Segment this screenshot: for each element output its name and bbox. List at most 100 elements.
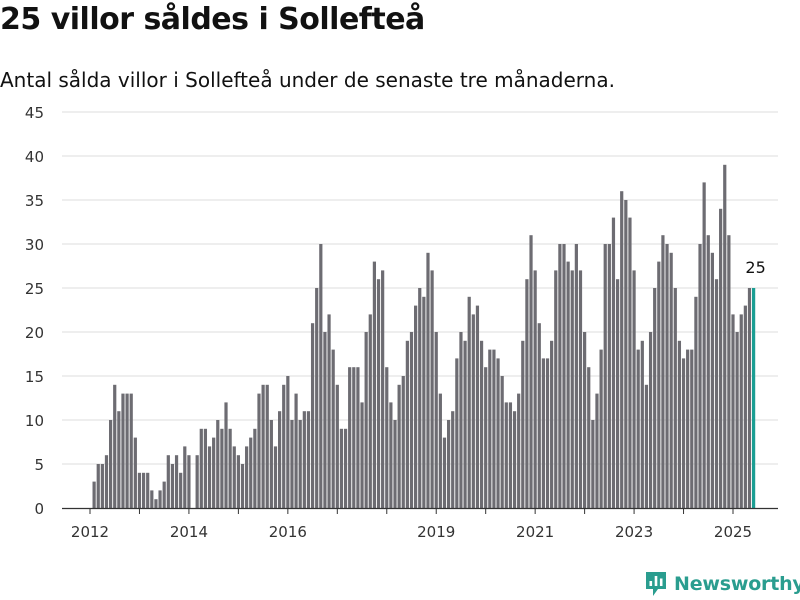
bar — [615, 279, 620, 508]
bar — [723, 164, 727, 509]
bar — [170, 464, 175, 508]
bar — [158, 490, 162, 508]
x-tick-label: 2021 — [516, 523, 554, 541]
bar — [306, 411, 311, 508]
bar — [533, 270, 537, 508]
bar — [574, 244, 578, 508]
bar — [401, 376, 405, 508]
bar — [310, 323, 315, 508]
bar — [166, 455, 170, 508]
y-tick-label: 40 — [25, 148, 44, 166]
bar — [727, 235, 731, 508]
bar — [562, 244, 566, 508]
x-axis — [62, 507, 778, 514]
bar — [690, 349, 694, 508]
bar — [673, 288, 677, 508]
bar — [451, 411, 455, 508]
bar — [282, 384, 286, 508]
bar — [603, 244, 607, 508]
bar — [376, 279, 381, 508]
x-tick-label: 2016 — [269, 523, 307, 541]
brand-name: Newsworthy — [674, 573, 800, 595]
bar — [537, 323, 541, 508]
bar — [628, 217, 632, 508]
bar — [397, 384, 401, 508]
bar — [265, 384, 269, 508]
bar — [661, 235, 665, 508]
bar — [644, 384, 649, 508]
bar — [335, 384, 339, 508]
bar — [146, 472, 150, 508]
bar — [100, 464, 104, 508]
bar — [269, 420, 273, 508]
bar — [434, 332, 438, 508]
bar — [500, 376, 504, 508]
bar — [714, 279, 719, 508]
bar — [187, 455, 191, 508]
bar — [315, 288, 319, 508]
bar — [228, 428, 232, 508]
bar — [339, 428, 344, 508]
bar — [174, 455, 179, 508]
y-tick-label: 20 — [25, 324, 44, 342]
bar — [195, 455, 199, 508]
bar — [356, 367, 360, 508]
bar — [591, 420, 595, 508]
bar — [739, 314, 743, 508]
bar — [735, 332, 739, 508]
bar — [566, 261, 570, 508]
bar — [150, 490, 154, 508]
bar — [179, 472, 183, 508]
bar — [133, 437, 137, 508]
bars — [92, 164, 756, 509]
bar — [698, 244, 702, 508]
latest-value-label: 25 — [745, 258, 765, 277]
bar — [545, 358, 550, 508]
bar — [706, 235, 710, 508]
bar — [438, 393, 442, 508]
x-tick-label: 2012 — [71, 523, 109, 541]
bar — [245, 446, 249, 508]
bar — [467, 296, 471, 508]
bar — [442, 437, 447, 508]
bar — [212, 437, 216, 508]
bar — [677, 340, 682, 508]
bar — [109, 420, 113, 508]
bar — [459, 332, 463, 508]
y-tick-label: 45 — [25, 104, 44, 122]
bar — [570, 270, 574, 508]
bar — [92, 481, 96, 508]
bar — [249, 437, 253, 508]
bar — [162, 481, 166, 508]
bar — [352, 367, 356, 508]
bar — [343, 428, 348, 508]
bar — [294, 393, 298, 508]
y-tick-label: 5 — [34, 456, 44, 474]
bar — [141, 472, 146, 508]
bar — [409, 332, 414, 508]
bar — [521, 340, 525, 508]
bar — [653, 288, 657, 508]
bar — [414, 305, 418, 508]
bar — [624, 200, 628, 508]
bar — [558, 244, 562, 508]
bar — [298, 420, 302, 508]
bar — [583, 332, 587, 508]
bar — [686, 349, 690, 508]
bar — [611, 217, 616, 508]
bar — [121, 393, 125, 508]
bar — [681, 358, 686, 508]
bar — [360, 402, 364, 508]
bar — [207, 446, 212, 508]
bar — [232, 446, 236, 508]
bar — [257, 393, 261, 508]
bar — [541, 358, 545, 508]
bar — [389, 402, 393, 508]
bar — [117, 411, 121, 508]
bar — [236, 455, 240, 508]
bar — [216, 420, 220, 508]
bar — [632, 270, 636, 508]
newsworthy-logo[interactable]: Newsworthy — [644, 569, 800, 599]
bar — [290, 420, 294, 508]
bar — [508, 402, 513, 508]
